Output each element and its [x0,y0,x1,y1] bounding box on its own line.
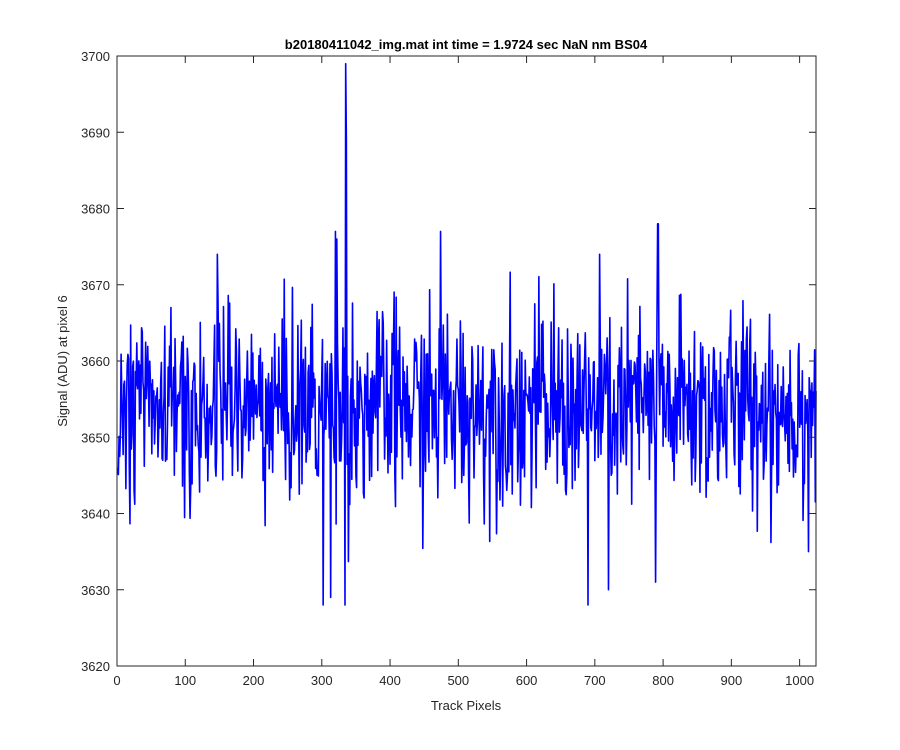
x-tick-label: 100 [174,673,196,688]
x-tick-label: 1000 [785,673,814,688]
x-tick-label: 500 [447,673,469,688]
y-tick-label: 3680 [81,202,110,217]
y-tick-label: 3660 [81,354,110,369]
y-tick-label: 3650 [81,430,110,445]
x-tick-label: 800 [652,673,674,688]
x-tick-label: 200 [243,673,265,688]
y-axis: 3620 3630 3640 3650 3660 3670 3680 3690 3700 [81,49,816,674]
x-tick-label: 0 [113,673,120,688]
y-tick-label: 3630 [81,583,110,598]
series-layer [116,62,817,606]
x-tick-label: 300 [311,673,333,688]
y-axis-label: Signal (ADU) at pixel 6 [55,295,70,427]
x-axis: 0 100 200 300 400 500 600 700 800 900 1000 [113,56,814,688]
y-tick-label: 3640 [81,507,110,522]
x-tick-label: 700 [584,673,606,688]
y-tick-label: 3620 [81,659,110,674]
y-tick-label: 3690 [81,125,110,140]
plot-area [117,56,816,666]
y-tick-label: 3700 [81,49,110,64]
chart-title: b20180411042_img.mat int time = 1.9724 s… [285,37,648,52]
x-axis-label: Track Pixels [431,698,502,713]
x-tick-label: 900 [721,673,743,688]
y-tick-label: 3670 [81,278,110,293]
x-tick-label: 600 [516,673,538,688]
signal-series-line [116,62,817,606]
x-tick-label: 400 [379,673,401,688]
